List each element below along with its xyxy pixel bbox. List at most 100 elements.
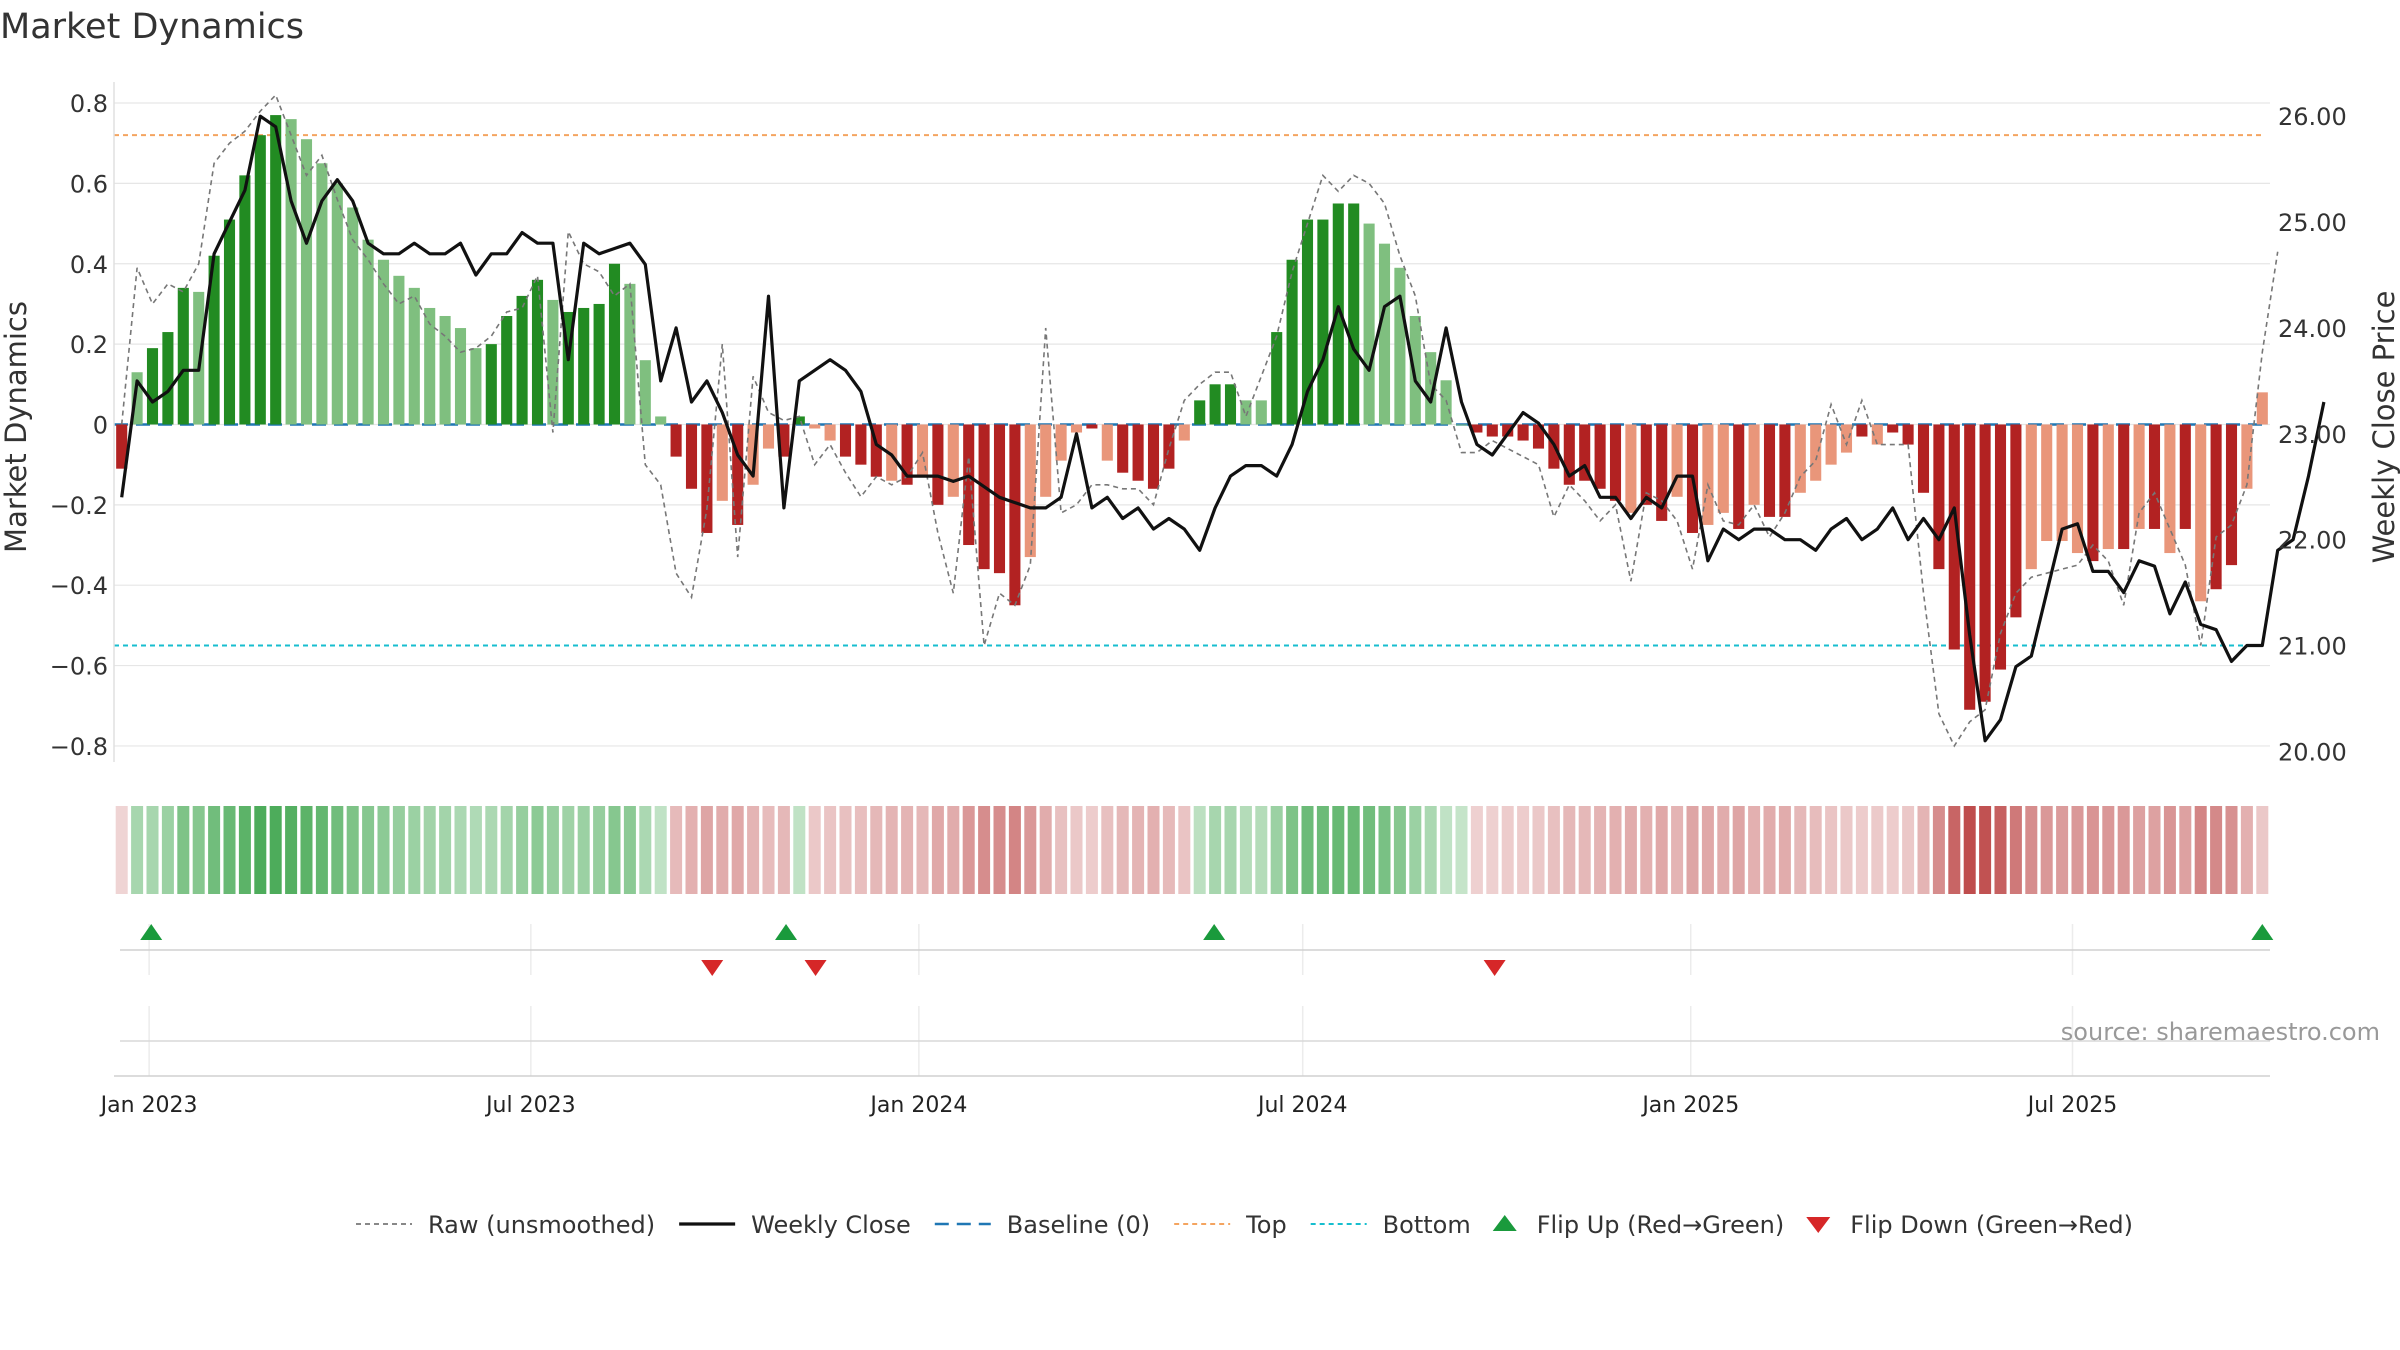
- heat-cell: [1101, 806, 1114, 894]
- dynamics-bar: [547, 299, 559, 425]
- dynamics-bar: [1471, 424, 1483, 433]
- heat-cell: [1794, 806, 1807, 894]
- dynamics-bars: [116, 115, 2268, 710]
- heat-cell: [1116, 806, 1129, 894]
- heat-cell: [469, 806, 482, 894]
- dynamics-bar: [1209, 384, 1221, 425]
- dynamics-bar: [408, 287, 420, 425]
- heat-cell: [685, 806, 698, 894]
- source-label: source: sharemaestro.com: [2061, 1018, 2380, 1046]
- heat-cell: [1609, 806, 1622, 894]
- dynamics-bar: [270, 115, 282, 425]
- heat-cell: [500, 806, 513, 894]
- heat-cell: [1501, 806, 1514, 894]
- axes: 0.8 0.6 0.4 0.2 0 −0.2 −0.4 −0.6 −0.8 26.00 25.00 2…: [50, 82, 2347, 766]
- heat-cell: [485, 806, 498, 894]
- dynamics-bar: [685, 424, 698, 489]
- heat-cell: [2256, 806, 2269, 894]
- heat-cell: [1424, 806, 1437, 894]
- heat-cell: [1470, 806, 1483, 894]
- dynamics-bar: [1964, 424, 1976, 710]
- dynamics-bar: [1763, 424, 1776, 517]
- heat-cell: [1717, 806, 1730, 894]
- heat-cell: [2240, 806, 2253, 894]
- flip-down-marker: [1483, 960, 1506, 976]
- dynamics-bar: [1040, 424, 1052, 497]
- dynamics-bar: [208, 255, 220, 425]
- close-series: [120, 114, 2326, 743]
- heat-cell: [192, 806, 205, 894]
- dynamics-bar: [608, 263, 621, 425]
- dynamics-bar: [1255, 400, 1267, 425]
- heat-cell: [1132, 806, 1145, 894]
- dynamics-bar: [1486, 424, 1498, 437]
- dynamics-bar: [2225, 424, 2238, 566]
- dynamics-bar: [1101, 424, 1113, 461]
- dynamics-bar: [177, 287, 189, 425]
- dynamics-bar: [1779, 424, 1791, 517]
- heat-cell: [1409, 806, 1422, 894]
- dynamics-bar: [439, 315, 451, 425]
- dynamics-bar: [2087, 424, 2099, 562]
- heat-cell: [2210, 806, 2223, 894]
- heat-cell: [531, 806, 544, 894]
- heat-cell: [1563, 806, 1576, 894]
- dynamics-bar: [655, 416, 667, 425]
- heat-cell: [1932, 806, 1945, 894]
- heat-cell: [1594, 806, 1607, 894]
- dynamics-bar: [377, 259, 390, 425]
- dynamics-bar: [2256, 392, 2268, 425]
- dynamics-bar: [855, 424, 867, 465]
- dynamics-bar: [1286, 259, 1298, 425]
- dynamics-bar: [1640, 424, 1652, 505]
- heat-cell: [1886, 806, 1899, 894]
- heat-cell: [1255, 806, 1268, 894]
- heat-cell: [1624, 806, 1637, 894]
- y2-axis-label: Weekly Close Price: [2367, 291, 2400, 564]
- dynamics-bar: [1671, 424, 1683, 497]
- heat-cell: [1455, 806, 1468, 894]
- heat-cell: [2133, 806, 2146, 894]
- dynamics-bar: [901, 424, 913, 485]
- y-tick-label: −0.4: [50, 572, 108, 600]
- dynamics-bar: [670, 424, 682, 457]
- heat-cell: [1532, 806, 1545, 894]
- heat-cell: [1517, 806, 1530, 894]
- heat-cell: [146, 806, 159, 894]
- heat-cell: [1871, 806, 1884, 894]
- dynamics-bar: [1317, 219, 1329, 425]
- heat-cell: [346, 806, 359, 894]
- heat-cell: [1979, 806, 1992, 894]
- dynamics-bar: [809, 424, 821, 429]
- heat-cell: [854, 806, 867, 894]
- date-axis: Jan 2023 Jul 2023 Jan 2024 Jul 2024 Jan 2025…: [99, 1093, 2118, 1118]
- heat-cell: [331, 806, 344, 894]
- heat-cell: [208, 806, 221, 894]
- dynamics-bar: [1132, 424, 1144, 481]
- dynamics-bar: [239, 175, 251, 425]
- heat-cell: [131, 806, 144, 894]
- legend-label: Top: [1245, 1211, 1287, 1239]
- dynamics-bar: [531, 279, 544, 425]
- heat-cell: [1732, 806, 1745, 894]
- heat-cell: [2056, 806, 2069, 894]
- dynamics-bar: [1840, 424, 1853, 453]
- dynamics-bar: [1948, 424, 1960, 650]
- dynamics-bar: [2164, 424, 2176, 554]
- dynamics-bar: [1625, 424, 1637, 513]
- heat-cell: [1840, 806, 1853, 894]
- heat-cell: [1039, 806, 1052, 894]
- heat-cell: [1671, 806, 1684, 894]
- dynamics-bar: [1979, 424, 1991, 702]
- heat-cell: [1809, 806, 1822, 894]
- heat-cell: [1024, 806, 1037, 894]
- dynamics-bar: [1563, 424, 1575, 485]
- dynamics-bar: [562, 311, 574, 425]
- y-axis-label: Market Dynamics: [0, 301, 33, 553]
- heat-cell: [1963, 806, 1976, 894]
- legend-label: Weekly Close: [751, 1211, 911, 1239]
- heat-cell: [947, 806, 960, 894]
- dynamics-bar: [1933, 424, 1945, 570]
- heat-cell: [2025, 806, 2038, 894]
- heat-cell: [654, 806, 667, 894]
